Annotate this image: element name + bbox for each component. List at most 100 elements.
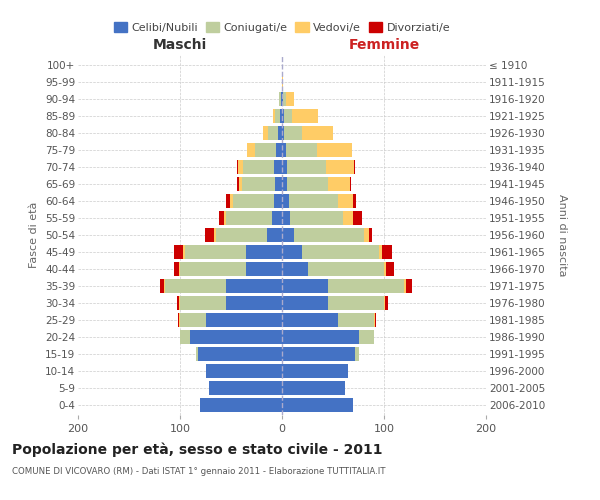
Bar — [290, 211, 343, 225]
Bar — [350, 177, 352, 191]
Bar — [183, 245, 185, 259]
Bar — [226, 194, 230, 208]
Bar — [287, 177, 328, 191]
Bar — [278, 126, 282, 140]
Bar — [180, 313, 206, 327]
Text: Femmine: Femmine — [349, 38, 419, 52]
Bar — [282, 330, 359, 344]
Bar — [180, 296, 226, 310]
Bar — [282, 126, 284, 140]
Bar — [282, 177, 287, 191]
Bar — [281, 92, 282, 106]
Text: Popolazione per età, sesso e stato civile - 2011: Popolazione per età, sesso e stato civil… — [12, 442, 383, 457]
Bar — [287, 160, 326, 174]
Bar — [268, 126, 278, 140]
Bar — [226, 211, 272, 225]
Bar — [242, 177, 275, 191]
Bar — [272, 211, 282, 225]
Bar — [286, 92, 294, 106]
Bar — [294, 228, 364, 242]
Bar — [224, 211, 226, 225]
Legend: Celibi/Nubili, Coniugati/e, Vedovi/e, Divorziati/e: Celibi/Nubili, Coniugati/e, Vedovi/e, Di… — [109, 18, 455, 37]
Bar — [179, 262, 180, 276]
Bar — [275, 177, 282, 191]
Bar — [282, 109, 284, 123]
Bar — [274, 194, 282, 208]
Bar — [328, 177, 350, 191]
Bar — [199, 347, 282, 361]
Bar — [355, 347, 359, 361]
Bar — [282, 228, 294, 242]
Bar — [267, 228, 282, 242]
Bar — [226, 279, 282, 293]
Bar — [237, 177, 239, 191]
Bar — [280, 109, 282, 123]
Bar — [282, 194, 289, 208]
Text: COMUNE DI VICOVARO (RM) - Dati ISTAT 1° gennaio 2011 - Elaborazione TUTTITALIA.I: COMUNE DI VICOVARO (RM) - Dati ISTAT 1° … — [12, 468, 386, 476]
Bar — [247, 143, 256, 157]
Bar — [282, 364, 349, 378]
Bar — [174, 262, 179, 276]
Bar — [247, 245, 282, 259]
Bar — [282, 296, 328, 310]
Bar — [279, 92, 281, 106]
Bar — [369, 228, 372, 242]
Bar — [282, 92, 283, 106]
Bar — [160, 279, 164, 293]
Bar — [328, 279, 404, 293]
Bar — [282, 143, 286, 157]
Bar — [282, 245, 302, 259]
Bar — [219, 211, 224, 225]
Bar — [374, 313, 375, 327]
Bar — [282, 279, 328, 293]
Bar — [375, 313, 376, 327]
Bar — [379, 245, 382, 259]
Bar — [386, 262, 394, 276]
Bar — [364, 228, 369, 242]
Bar — [302, 245, 379, 259]
Bar — [179, 296, 180, 310]
Bar — [289, 194, 338, 208]
Bar — [302, 126, 333, 140]
Bar — [174, 245, 183, 259]
Bar — [404, 279, 406, 293]
Y-axis label: Anni di nascita: Anni di nascita — [557, 194, 567, 276]
Bar — [385, 296, 388, 310]
Bar — [239, 177, 242, 191]
Bar — [275, 109, 280, 123]
Bar — [164, 279, 226, 293]
Bar — [276, 143, 282, 157]
Bar — [178, 313, 179, 327]
Bar — [273, 109, 275, 123]
Bar — [382, 245, 392, 259]
Bar — [308, 262, 384, 276]
Bar — [226, 296, 282, 310]
Bar — [328, 296, 384, 310]
Bar — [282, 347, 355, 361]
Bar — [274, 160, 282, 174]
Bar — [237, 160, 238, 174]
Bar — [177, 296, 179, 310]
Bar — [284, 109, 292, 123]
Bar — [359, 330, 374, 344]
Bar — [284, 126, 302, 140]
Bar — [384, 262, 386, 276]
Bar — [209, 381, 282, 395]
Bar — [256, 143, 276, 157]
Bar — [326, 160, 355, 174]
Bar — [243, 160, 274, 174]
Bar — [282, 381, 345, 395]
Bar — [286, 143, 317, 157]
Bar — [282, 398, 353, 412]
Bar — [282, 211, 290, 225]
Bar — [238, 160, 243, 174]
Bar — [282, 313, 338, 327]
Bar — [206, 364, 282, 378]
Bar — [353, 194, 356, 208]
Bar — [216, 228, 267, 242]
Bar — [196, 347, 199, 361]
Bar — [180, 262, 247, 276]
Bar — [206, 228, 214, 242]
Bar — [282, 160, 287, 174]
Bar — [179, 313, 180, 327]
